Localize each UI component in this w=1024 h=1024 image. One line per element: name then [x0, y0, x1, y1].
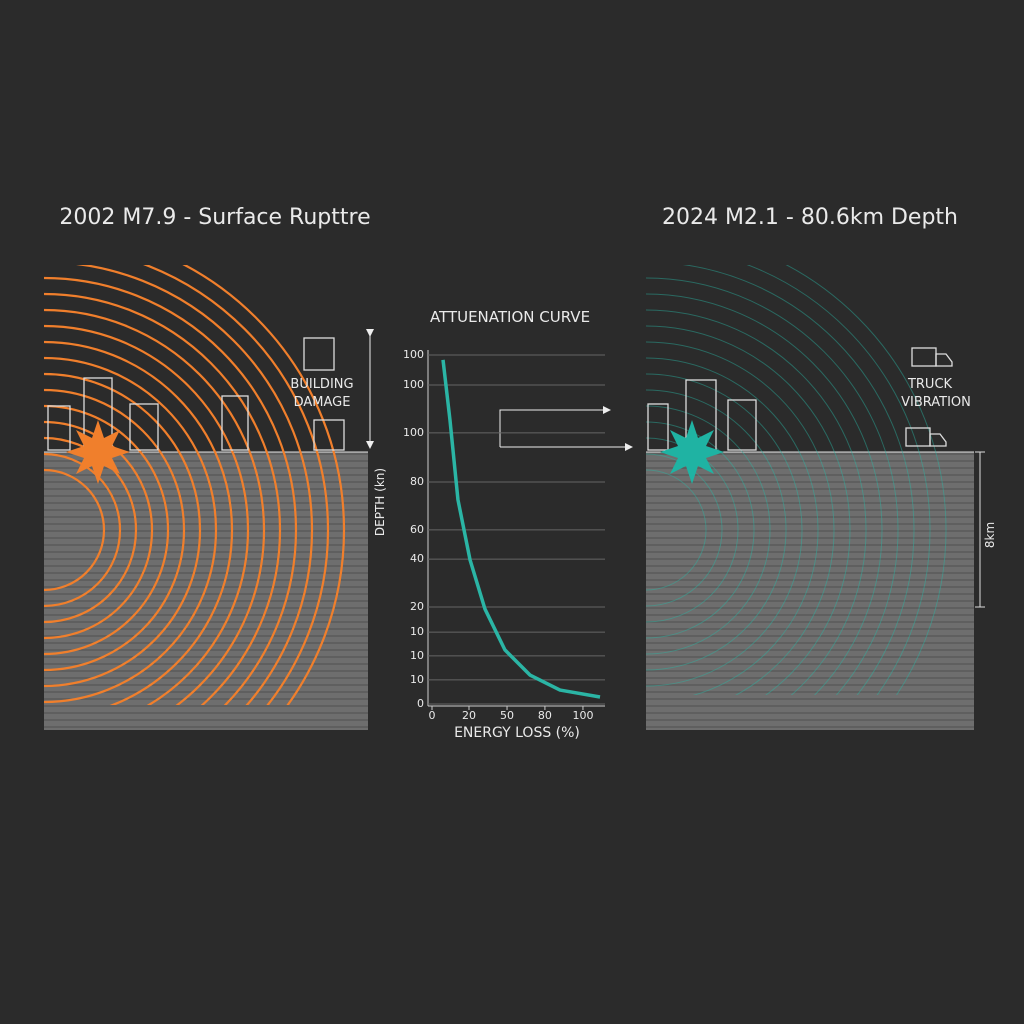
wave — [785, 265, 947, 695]
ground-right — [646, 452, 974, 730]
wave — [646, 437, 739, 623]
wave — [646, 421, 755, 639]
label: TRUCK — [907, 377, 953, 392]
label: VIBRATION — [901, 395, 971, 410]
depth-label: 8km — [983, 522, 997, 548]
wave — [44, 388, 186, 672]
wave — [44, 372, 202, 688]
wave — [646, 293, 883, 695]
wave — [646, 309, 867, 695]
wave — [44, 308, 266, 705]
wave — [44, 324, 250, 705]
waves-right — [646, 265, 947, 695]
wave — [44, 468, 106, 592]
epicenter-left — [66, 420, 130, 484]
x-axis-label: ENERGY LOSS (%) — [454, 725, 580, 741]
label: BUILDING — [290, 377, 353, 392]
chart-title: ATTUENATION CURVE — [430, 308, 590, 326]
wave — [746, 265, 931, 695]
wave — [646, 453, 723, 607]
wave — [682, 265, 915, 695]
wave — [646, 357, 819, 695]
wave — [182, 265, 346, 705]
y-tick-label: 0 — [417, 697, 424, 710]
wave — [646, 277, 899, 695]
y-tick-label: 10 — [410, 649, 424, 662]
x-tick-label: 50 — [500, 709, 514, 722]
wave — [44, 292, 282, 705]
left-title: 2002 M7.9 - Surface Rupttre — [59, 205, 370, 230]
curve — [441, 359, 601, 699]
y-tick-label: 80 — [410, 475, 424, 488]
y-tick-label: 100 — [403, 348, 424, 361]
wave — [646, 341, 835, 695]
arrow — [499, 406, 611, 447]
x-tick-label: 100 — [572, 709, 593, 722]
wave — [646, 325, 851, 695]
y-tick-label: 60 — [410, 523, 424, 536]
wave — [44, 436, 138, 624]
y-tick-label: 40 — [410, 552, 424, 565]
x-tick-label: 20 — [462, 709, 476, 722]
wave — [44, 276, 298, 705]
wave — [44, 420, 154, 640]
waves-left — [44, 265, 346, 705]
wave — [44, 452, 122, 608]
y-axis-label: DEPTH (kn) — [373, 468, 387, 536]
y-tick-label: 10 — [410, 625, 424, 638]
wave — [646, 389, 787, 671]
wave — [44, 404, 170, 656]
label: DAMAGE — [294, 395, 351, 410]
epicenter-right — [660, 420, 724, 484]
wave — [646, 405, 771, 655]
y-tick-label: 10 — [410, 673, 424, 686]
wave — [142, 265, 330, 705]
ground-left — [44, 452, 368, 730]
wave — [646, 469, 707, 591]
right-title: 2024 M2.1 - 80.6km Depth — [662, 205, 958, 230]
wave — [44, 340, 234, 705]
y-tick-label: 20 — [410, 600, 424, 613]
wave — [44, 356, 218, 704]
wave — [75, 265, 314, 705]
wave — [646, 373, 803, 687]
x-tick-label: 0 — [429, 709, 436, 722]
y-tick-label: 100 — [403, 426, 424, 439]
x-tick-label: 80 — [538, 709, 552, 722]
y-tick-label: 100 — [403, 378, 424, 391]
